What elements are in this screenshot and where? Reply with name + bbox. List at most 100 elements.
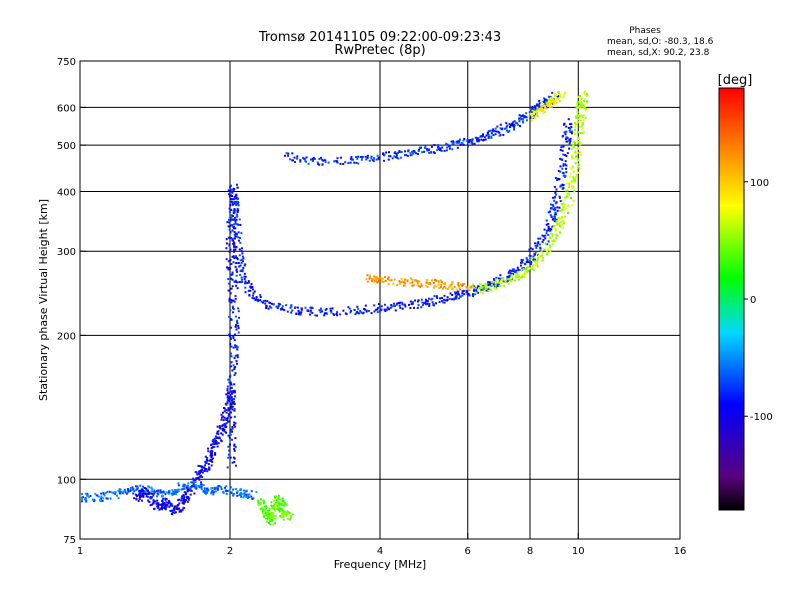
data-point bbox=[463, 282, 466, 285]
data-point bbox=[547, 222, 550, 225]
data-point bbox=[277, 302, 280, 305]
data-point bbox=[157, 502, 160, 505]
data-point bbox=[554, 229, 557, 232]
data-point bbox=[570, 148, 573, 151]
data-point bbox=[576, 111, 579, 113]
data-point bbox=[445, 299, 448, 302]
data-point bbox=[229, 394, 232, 396]
data-point bbox=[236, 270, 239, 273]
data-point bbox=[289, 306, 292, 309]
data-point bbox=[232, 299, 235, 302]
data-point bbox=[277, 504, 279, 507]
data-point bbox=[375, 158, 378, 161]
data-point bbox=[458, 293, 461, 296]
data-point bbox=[200, 470, 203, 473]
data-point bbox=[487, 133, 490, 136]
data-point bbox=[229, 248, 232, 251]
data-point bbox=[424, 147, 426, 149]
data-point bbox=[240, 262, 243, 264]
data-point bbox=[129, 488, 132, 491]
data-point bbox=[229, 189, 232, 192]
data-point bbox=[411, 281, 414, 284]
data-point bbox=[411, 284, 414, 287]
data-point bbox=[227, 408, 230, 411]
data-point bbox=[251, 297, 254, 299]
data-point bbox=[384, 310, 387, 312]
data-point bbox=[490, 283, 493, 286]
data-point bbox=[494, 284, 497, 287]
data-point bbox=[291, 152, 294, 155]
data-point bbox=[232, 261, 235, 264]
data-point bbox=[234, 372, 237, 375]
data-point bbox=[376, 281, 379, 284]
data-point bbox=[316, 314, 319, 317]
data-point bbox=[284, 502, 287, 505]
data-point bbox=[183, 507, 186, 510]
data-point bbox=[134, 485, 137, 488]
data-point bbox=[573, 122, 576, 125]
data-point bbox=[530, 261, 533, 264]
data-point bbox=[303, 157, 306, 160]
data-point bbox=[549, 214, 552, 216]
data-point bbox=[575, 175, 578, 178]
data-point bbox=[487, 137, 490, 140]
data-point bbox=[223, 428, 226, 431]
data-point bbox=[389, 155, 392, 158]
data-point bbox=[175, 506, 178, 509]
data-point bbox=[297, 309, 300, 312]
data-point bbox=[549, 229, 552, 232]
data-point bbox=[520, 261, 522, 264]
data-point bbox=[237, 307, 240, 310]
data-point bbox=[535, 264, 538, 267]
data-point bbox=[387, 158, 390, 161]
data-point bbox=[235, 274, 238, 277]
data-point bbox=[326, 312, 329, 315]
data-point bbox=[510, 275, 513, 278]
data-point bbox=[388, 308, 391, 311]
data-point bbox=[81, 500, 83, 503]
data-point bbox=[205, 460, 208, 463]
data-point bbox=[232, 311, 235, 314]
data-point bbox=[330, 311, 333, 314]
data-point bbox=[264, 517, 267, 520]
data-point bbox=[409, 282, 412, 285]
data-point bbox=[255, 296, 258, 298]
data-point bbox=[546, 251, 549, 254]
data-point bbox=[256, 298, 259, 301]
data-point bbox=[222, 419, 225, 422]
data-point bbox=[471, 285, 474, 288]
data-point bbox=[580, 101, 583, 104]
data-point bbox=[175, 493, 177, 495]
data-point bbox=[379, 276, 382, 279]
data-point bbox=[531, 105, 534, 108]
data-point bbox=[543, 99, 546, 102]
data-point bbox=[199, 470, 202, 473]
data-point bbox=[568, 142, 571, 144]
data-point bbox=[557, 95, 559, 98]
data-point bbox=[568, 143, 571, 146]
data-point bbox=[213, 488, 216, 491]
data-point bbox=[228, 259, 231, 262]
data-point bbox=[541, 107, 544, 110]
data-point bbox=[229, 456, 232, 459]
y-axis-label: Stationary phase Virtual Height [km] bbox=[37, 199, 50, 401]
data-point bbox=[229, 387, 232, 390]
data-point bbox=[259, 294, 262, 297]
data-point bbox=[565, 182, 568, 185]
data-point bbox=[455, 141, 458, 144]
data-point bbox=[586, 100, 589, 103]
data-point bbox=[212, 442, 215, 445]
data-point bbox=[106, 497, 109, 500]
data-point bbox=[565, 171, 568, 174]
data-point bbox=[198, 472, 200, 475]
data-point bbox=[459, 138, 461, 141]
data-point bbox=[206, 470, 209, 473]
data-point bbox=[539, 246, 542, 249]
data-point bbox=[445, 287, 448, 290]
data-point bbox=[243, 264, 246, 267]
data-point bbox=[575, 106, 578, 109]
data-point bbox=[558, 206, 561, 209]
data-point bbox=[187, 496, 190, 499]
data-point bbox=[122, 490, 125, 493]
data-point bbox=[451, 288, 454, 291]
